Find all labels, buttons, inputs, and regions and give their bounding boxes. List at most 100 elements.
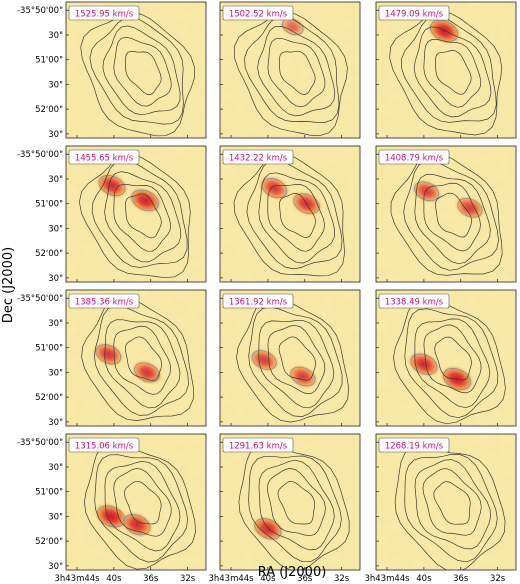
panels-layer: 1525.95 km/s -35°50'00" 30" 51'00" 30" 52'00"…	[17, 1, 517, 584]
y-tick-label: -35°50'00"	[17, 438, 63, 448]
x-tick-label: 32s	[180, 574, 196, 584]
emission-blob	[411, 178, 443, 204]
intensity-contour	[113, 36, 172, 107]
emission-blob	[120, 511, 154, 539]
velocity-label-box	[378, 149, 450, 165]
intensity-contour	[404, 454, 498, 563]
emission-contour	[95, 344, 122, 365]
intensity-contour	[423, 39, 482, 108]
velocity-label: 1361.92 km/s	[229, 298, 288, 308]
intensity-contour	[258, 459, 335, 551]
noise-texture	[376, 290, 516, 426]
y-tick-label: -35°50'00"	[17, 294, 63, 304]
velocity-label-box	[68, 5, 140, 21]
emission-contour	[261, 177, 288, 199]
intensity-contour	[435, 192, 472, 238]
y-tick-label: 30"	[48, 463, 63, 473]
velocity-label: 1315.06 km/s	[75, 442, 134, 452]
x-tick-label: 32s	[334, 574, 350, 584]
intensity-contour	[434, 336, 472, 381]
y-tick-label: 51'00"	[35, 200, 63, 210]
emission-blob	[131, 359, 164, 386]
velocity-label: 1455.65 km/s	[75, 154, 134, 164]
x-tick-label: 3h43m44s	[54, 574, 100, 584]
intensity-contour	[104, 319, 181, 409]
intensity-contour	[104, 461, 181, 552]
intensity-contour	[113, 325, 172, 395]
velocity-label-box	[222, 437, 294, 453]
panel-frame	[219, 1, 361, 139]
emission-blob	[407, 350, 441, 378]
noise-texture	[66, 2, 206, 138]
noise-texture	[66, 290, 206, 426]
y-tick-label: 30"	[48, 274, 63, 284]
velocity-label: 1268.19 km/s	[385, 442, 444, 452]
emission-contour	[410, 353, 438, 375]
emission-contour	[457, 197, 483, 218]
panel-frame	[65, 433, 207, 571]
intensity-contour	[267, 183, 325, 252]
intensity-contour	[404, 308, 499, 419]
intensity-contour	[423, 324, 482, 394]
panel-frame	[65, 289, 207, 427]
intensity-contour	[248, 306, 343, 417]
intensity-contour	[403, 160, 499, 271]
intensity-contour	[414, 318, 491, 409]
emission-blob	[258, 175, 291, 201]
panel-frame	[219, 145, 361, 283]
velocity-label: 1479.09 km/s	[385, 10, 444, 20]
intensity-contour	[124, 336, 162, 381]
intensity-contour	[267, 324, 326, 394]
x-tick-label: 3h43m44s	[208, 574, 254, 584]
emission-blob	[92, 341, 125, 368]
y-tick-label: -35°50'00"	[17, 150, 63, 160]
emission-contour	[414, 181, 440, 202]
x-tick-label: 36s	[297, 574, 313, 584]
channel-panel: 1291.63 km/s 3h43m44s 40s 36s 32s	[208, 433, 361, 584]
emission-contour	[290, 366, 316, 387]
intensity-contour	[113, 183, 171, 252]
y-tick-label: 51'00"	[35, 488, 63, 498]
channel-panel: 1432.22 km/s	[219, 145, 361, 283]
y-tick-label: 51'00"	[35, 344, 63, 354]
channel-panel: 1268.19 km/s 3h43m44s 40s 36s 32s	[364, 433, 517, 584]
y-tick-label: 30"	[48, 175, 63, 185]
emission-contour	[293, 193, 320, 215]
y-tick-label: 52'00"	[35, 537, 63, 547]
intensity-contour	[113, 468, 172, 537]
y-tick-label: 51'00"	[35, 56, 63, 66]
intensity-contour	[267, 37, 326, 108]
y-axis-title: Dec (J2000)	[1, 247, 16, 323]
channel-panel: 1525.95 km/s -35°50'00" 30" 51'00" 30" 52'00"…	[17, 1, 207, 140]
intensity-contour	[279, 50, 316, 95]
channel-panel: 1408.79 km/s	[375, 145, 517, 283]
intensity-contour	[423, 182, 481, 252]
channel-panel: 1385.36 km/s -35°50'00" 30" 51'00" 30" 52'00"…	[17, 289, 207, 428]
y-tick-label: 30"	[48, 80, 63, 90]
noise-texture	[66, 146, 206, 282]
velocity-label: 1338.49 km/s	[385, 298, 444, 308]
panel-frame	[219, 289, 361, 427]
panel-frame	[375, 433, 517, 571]
channel-panel: 1361.92 km/s	[219, 289, 361, 427]
x-axis-title: RA (J2000)	[258, 565, 327, 580]
velocity-label-box	[222, 149, 294, 165]
velocity-label-box	[378, 293, 450, 309]
noise-texture	[66, 434, 206, 570]
intensity-contour	[277, 481, 316, 525]
emission-blob	[426, 16, 462, 45]
emission-contour	[442, 368, 472, 391]
x-tick-label: 32s	[490, 574, 506, 584]
panel-frame	[65, 145, 207, 283]
panel-frame	[375, 289, 517, 427]
velocity-label-box	[378, 437, 450, 453]
intensity-contour	[257, 26, 336, 117]
emission-blob	[95, 172, 129, 199]
intensity-contour	[123, 480, 162, 525]
intensity-contour	[248, 455, 342, 563]
intensity-contour	[94, 305, 189, 416]
intensity-contour	[433, 481, 471, 525]
y-tick-label: 30"	[48, 319, 63, 329]
velocity-label-box	[222, 5, 294, 21]
